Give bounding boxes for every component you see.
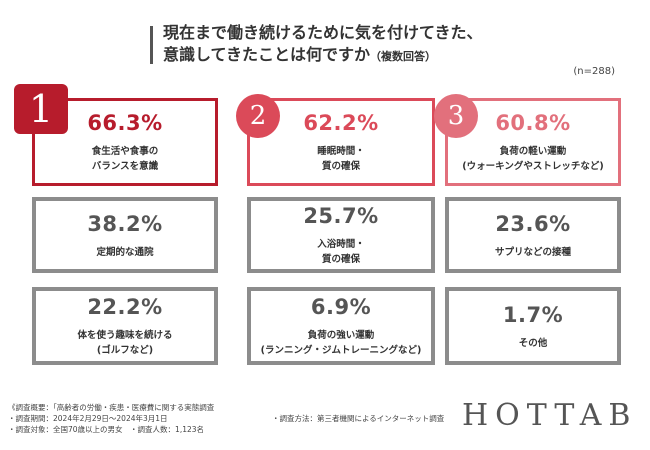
result-card-7: 22.2% 体を使う趣味を続ける (ゴルフなど) [32,287,218,365]
result-card-6: 23.6% サプリなどの接種 [445,197,621,273]
result-percentage: 6.9% [310,295,372,319]
result-label: 入浴時間・ 質の確保 [317,239,365,265]
result-percentage: 23.6% [495,211,571,236]
result-card-5: 25.7% 入浴時間・ 質の確保 [247,197,435,273]
title-suffix: （複数回答） [370,50,437,63]
title-line-2: 意識してきたことは何ですか（複数回答） [163,44,623,68]
result-label: 負荷の軽い運動 (ウォーキングやストレッチなど) [462,146,604,172]
result-label: サプリなどの接種 [494,246,571,258]
result-percentage: 38.2% [87,211,163,236]
result-percentage: 22.2% [87,295,163,319]
result-card-2: 62.2% 睡眠時間・ 質の確保 [247,98,435,186]
result-percentage: 66.3% [87,111,163,135]
result-card-9: 1.7% その他 [445,287,621,365]
title-accent-bar [150,26,153,64]
result-percentage: 62.2% [303,111,379,135]
title-line-2-text: 意識してきたことは何ですか [163,45,371,64]
survey-overview: 《調査概要：「高齢者の労働・疾患・医療費に関する実態調査 ・調査期間：2024年… [8,402,214,435]
result-label: 睡眠時間・ 質の確保 [317,146,365,172]
result-card-8: 6.9% 負荷の強い運動 (ランニング・ジムトレーニングなど) [247,287,435,365]
result-percentage: 25.7% [303,204,379,228]
sample-size-note: (n=288) [573,66,615,77]
result-percentage: 1.7% [502,302,564,327]
result-label: 体を使う趣味を続ける (ゴルフなど) [77,330,173,356]
result-label: 食生活や食事の バランスを意識 [91,146,159,172]
survey-overview-line-3: ・調査対象：全国70歳以上の男女 ・調査人数：1,123名 [8,425,205,434]
rank-badge-2: 2 [236,94,280,138]
rank-badge-1: 1 [14,84,68,134]
result-label: 定期的な通院 [96,246,154,258]
result-label: 負荷の強い運動 (ランニング・ジムトレーニングなど) [260,330,422,356]
survey-method: ・調査方法：第三者機関によるインターネット調査 [272,414,445,423]
survey-overview-line-2: ・調査期間：2024年2月29日〜2024年3月1日 [8,414,168,423]
result-card-4: 38.2% 定期的な通院 [32,197,218,273]
result-percentage: 60.8% [495,111,571,135]
rank-badge-3: 3 [434,94,478,138]
title-line-1: 現在まで働き続けるために気を付けてきた、 [163,23,483,42]
page-title: 現在まで働き続けるために気を付けてきた、 意識してきたことは何ですか（複数回答） [163,22,623,68]
survey-overview-line-1: 《調査概要：「高齢者の労働・疾患・医療費に関する実態調査 [8,403,215,412]
result-label: その他 [518,337,548,349]
brand-logo: HOTTAB [462,398,638,433]
